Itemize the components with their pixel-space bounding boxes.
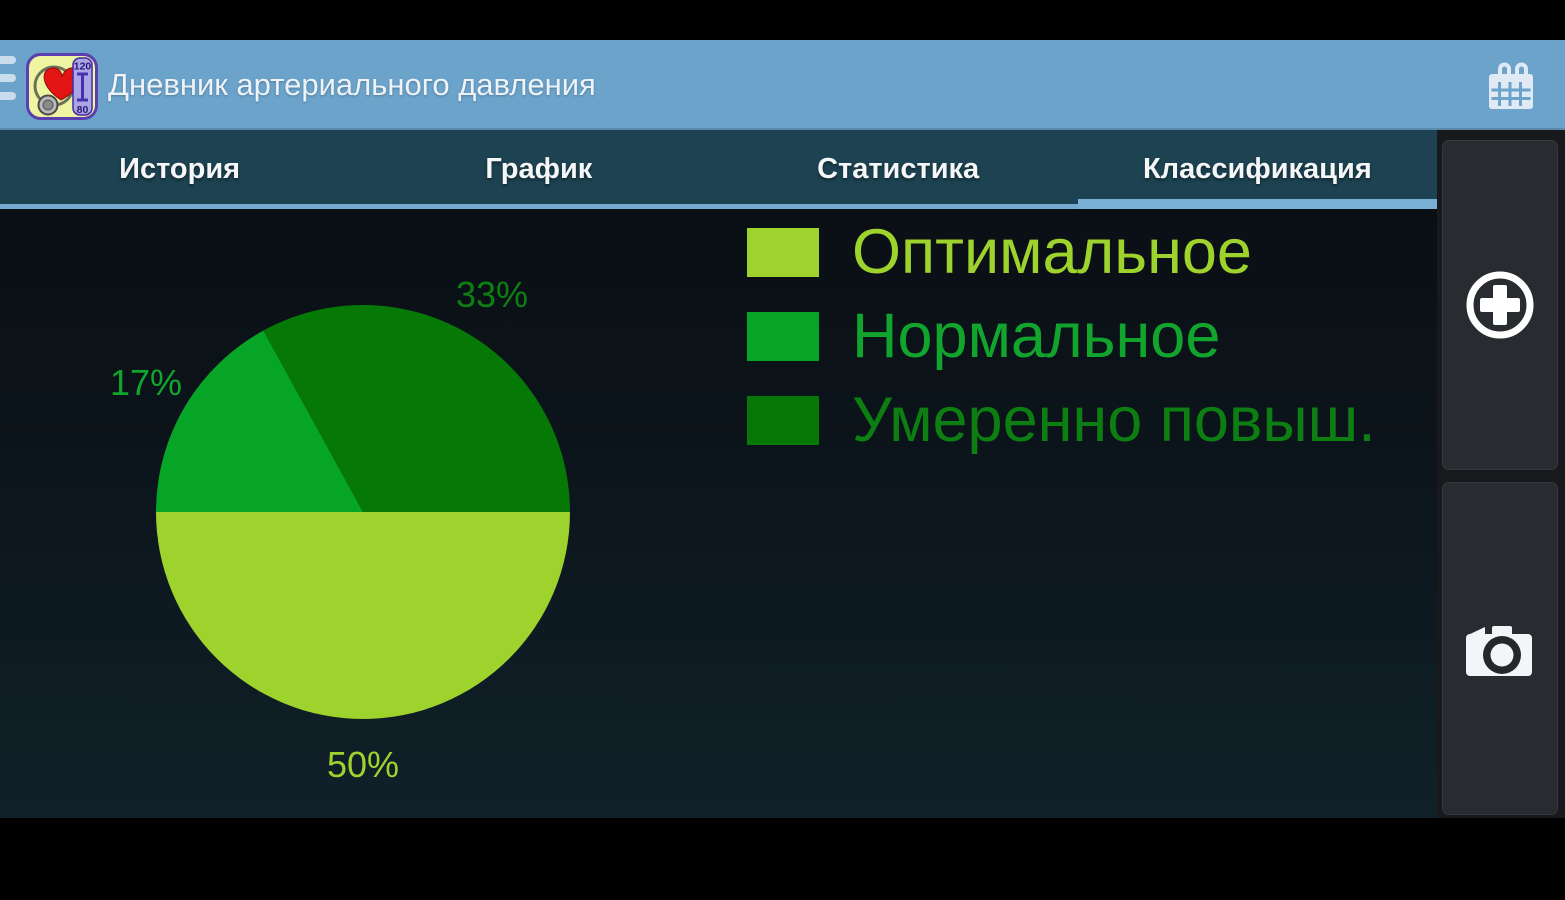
camera-button[interactable] [1442, 482, 1558, 815]
legend-item: Умеренно повыш. [747, 389, 1376, 452]
tab-chart[interactable]: График [485, 153, 593, 185]
classification-content: Оптимальное Нормальное Умеренно повыш. 5… [0, 209, 1437, 818]
legend-label: Нормальное [852, 301, 1221, 371]
pie-percent-label: 33% [455, 274, 529, 315]
legend-item: Оптимальное [747, 221, 1376, 284]
svg-text:120: 120 [74, 61, 92, 73]
app-title: Дневник артериального давления [108, 67, 596, 102]
pie-percent-label: 17% [109, 362, 183, 403]
pie-slice [156, 512, 570, 719]
legend-swatch [747, 396, 819, 445]
chart-legend: Оптимальное Нормальное Умеренно повыш. [747, 221, 1376, 480]
pie-slice [156, 330, 363, 512]
add-icon [1466, 271, 1534, 339]
pie-percent-label: 50% [326, 744, 400, 785]
tab-bar: История График Статистика Классификация [0, 130, 1438, 209]
app-header: 120 80 Дневник артериального давления [0, 40, 1565, 130]
action-sidebar [1437, 130, 1565, 818]
legend-swatch [747, 228, 819, 277]
bottom-bar [0, 818, 1565, 900]
menu-icon[interactable] [0, 56, 20, 114]
add-measurement-button[interactable] [1442, 140, 1558, 470]
tab-statistics[interactable]: Статистика [817, 153, 980, 185]
tab-history[interactable]: История [119, 153, 241, 185]
pie-chart [156, 305, 570, 719]
camera-icon [1466, 625, 1532, 676]
svg-text:80: 80 [77, 104, 89, 116]
legend-swatch [747, 312, 819, 361]
tab-classification[interactable]: Классификация [1077, 130, 1438, 209]
legend-item: Нормальное [747, 305, 1376, 368]
blood-pressure-app-icon: 120 80 [26, 53, 98, 120]
legend-label: Умеренно повыш. [852, 385, 1376, 455]
calendar-icon[interactable] [1487, 61, 1535, 113]
legend-label: Оптимальное [852, 217, 1252, 287]
status-bar [0, 0, 1565, 40]
pie-slice [263, 305, 570, 512]
